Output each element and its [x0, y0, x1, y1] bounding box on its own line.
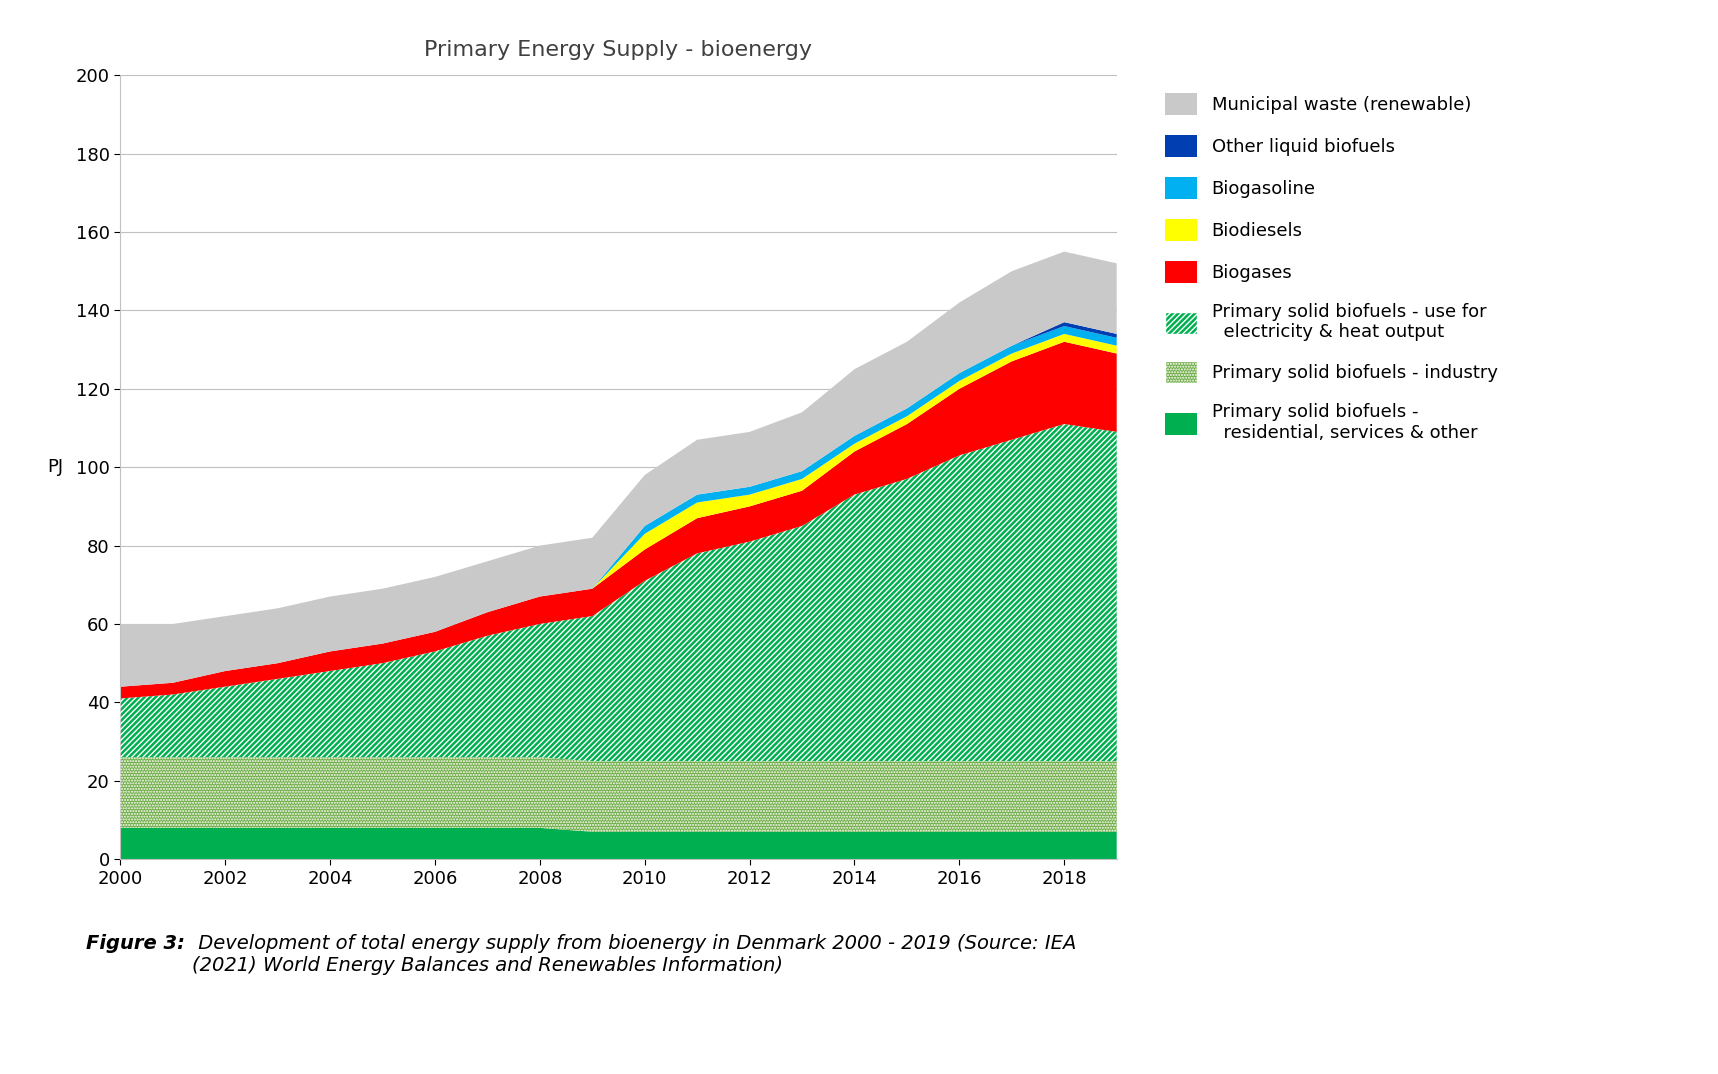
Text: Development of total energy supply from bioenergy in Denmark 2000 - 2019 (Source: Development of total energy supply from …: [192, 934, 1077, 975]
Title: Primary Energy Supply - bioenergy: Primary Energy Supply - bioenergy: [424, 40, 813, 60]
Y-axis label: PJ: PJ: [46, 459, 64, 476]
Text: Figure 3:: Figure 3:: [86, 934, 186, 954]
Legend: Municipal waste (renewable), Other liquid biofuels, Biogasoline, Biodiesels, Bio: Municipal waste (renewable), Other liqui…: [1156, 84, 1507, 451]
